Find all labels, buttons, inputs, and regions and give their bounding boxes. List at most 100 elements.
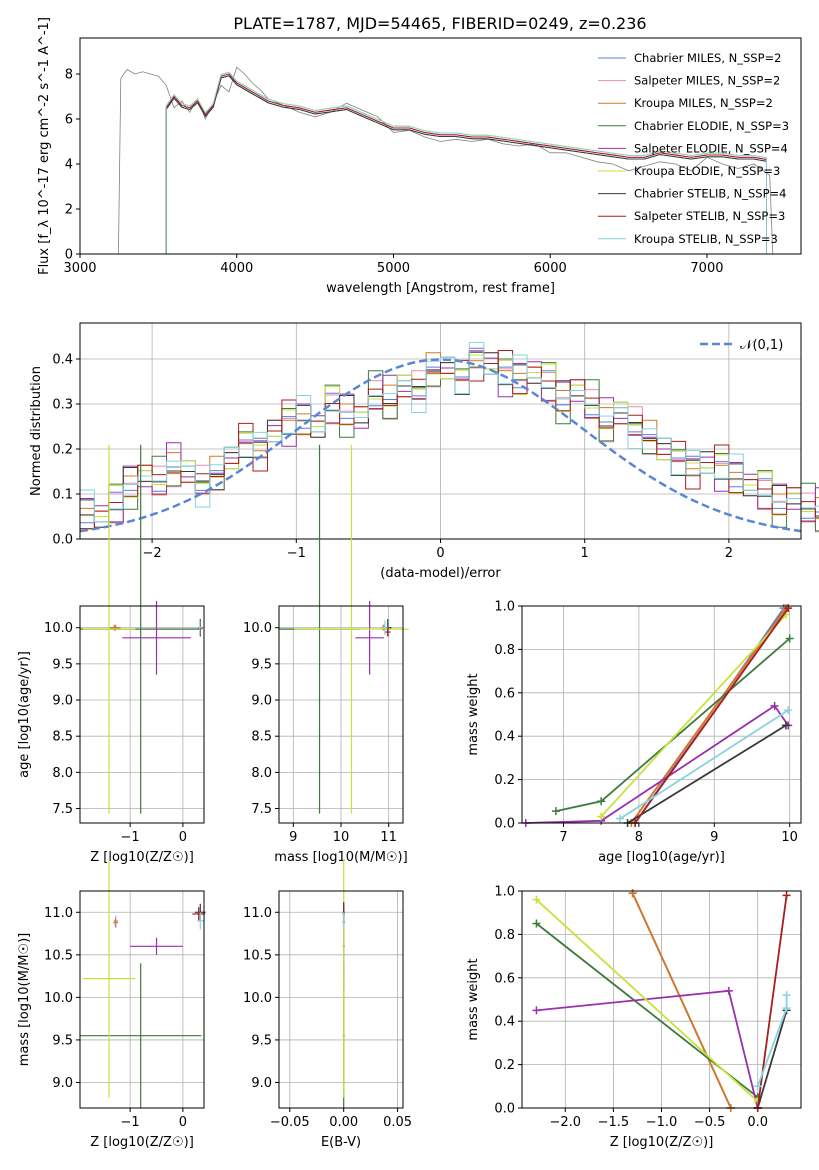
y-axis-label: Flux [f_λ 10^-17 erg cm^-2 s^-1 A^-1]: [37, 17, 52, 275]
legend-entry: Salpeter MILES, N_SSP=2: [634, 74, 780, 88]
normal-distribution-curve: [79, 358, 802, 533]
y-tick-label: 9.0: [251, 1076, 272, 1091]
mass-weight-marker: [753, 1082, 762, 1091]
y-tick-label: 4: [65, 158, 73, 173]
y-tick-label: 9.5: [251, 657, 272, 672]
mass-weight-marker: [532, 1006, 541, 1015]
x-tick-label: −2.0: [550, 1115, 582, 1130]
y-tick-label: 0.2: [494, 773, 515, 788]
x-tick-label: −1.5: [598, 1115, 630, 1130]
x-axis-label: Z [log10(Z/Z☉)]: [90, 850, 194, 865]
y-tick-label: 8.5: [52, 730, 73, 745]
mass-weight-marker: [770, 701, 779, 710]
y-tick-label: 10.5: [44, 948, 73, 963]
histogram-step-line: [80, 347, 819, 524]
x-axis-label: Z [log10(Z/Z☉)]: [610, 1135, 714, 1150]
legend-entry: Salpeter STELIB, N_SSP=3: [634, 209, 785, 223]
mass-weight-marker: [532, 895, 541, 904]
histogram-step-line: [80, 341, 819, 523]
histogram-step-line: [80, 352, 819, 533]
y-tick-label: 8: [65, 68, 73, 83]
mass-weight-marker: [724, 986, 733, 995]
model-spectrum-line: [165, 71, 767, 255]
mass-weight-line: [627, 724, 787, 824]
y-tick-label: 0.3: [52, 398, 73, 413]
y-tick-label: 0.6: [494, 686, 515, 701]
y-tick-label: 11.0: [44, 906, 73, 921]
mass-weight-line: [535, 899, 759, 1103]
x-tick-label: 8: [635, 830, 643, 845]
y-tick-label: 0.4: [52, 353, 73, 368]
y-tick-label: 10.0: [44, 991, 73, 1006]
x-tick-label: 9: [710, 830, 718, 845]
x-tick-label: −1: [121, 1115, 140, 1130]
axes-frame: [79, 890, 205, 1109]
axes-frame: [79, 605, 205, 824]
x-tick-label: 0.05: [383, 1115, 412, 1130]
mass-weight-marker: [551, 807, 560, 816]
y-tick-label: 0.8: [494, 928, 515, 943]
y-tick-label: 0.4: [494, 730, 515, 745]
legend-entry: Chabrier ELODIE, N_SSP=3: [634, 119, 789, 133]
mass-weight-line: [756, 1010, 788, 1109]
x-tick-label: 7000: [690, 261, 723, 276]
axes-frame: [79, 37, 802, 255]
x-tick-label: 0: [436, 546, 444, 561]
x-tick-label: 6000: [534, 261, 567, 276]
axes-frame: [521, 605, 802, 824]
x-tick-label: 10: [333, 830, 350, 845]
mass-weight-line: [619, 709, 789, 820]
legend-entry: 𝒩(0,1): [740, 338, 783, 353]
legend-entry: Chabrier STELIB, N_SSP=4: [634, 187, 786, 201]
y-tick-label: 6: [65, 113, 73, 128]
y-axis-label: mass weight: [466, 958, 481, 1040]
mass-weight-marker: [628, 889, 637, 898]
y-tick-label: 0.4: [494, 1015, 515, 1030]
mass-weight-marker: [781, 721, 790, 730]
mass-weight-marker: [782, 1004, 791, 1013]
y-tick-label: 8.5: [251, 730, 272, 745]
x-tick-label: −1.0: [646, 1115, 678, 1130]
legend-entry: Kroupa ELODIE, N_SSP=3: [634, 164, 780, 178]
y-tick-label: 10.0: [44, 621, 73, 636]
y-tick-label: 7.5: [251, 802, 272, 817]
x-tick-label: 11: [380, 830, 397, 845]
y-tick-label: 0.2: [494, 1058, 515, 1073]
x-axis-label: age [log10(age/yr)]: [598, 850, 725, 865]
mass-weight-marker: [782, 991, 791, 1000]
mass-weight-marker: [597, 797, 606, 806]
x-tick-label: 0.0: [747, 1115, 768, 1130]
y-tick-label: 0.1: [52, 488, 73, 503]
mass-weight-marker: [785, 634, 794, 643]
x-tick-label: 3000: [63, 261, 96, 276]
x-axis-label: mass [log10(M/M☉)]: [274, 850, 407, 865]
axes-frame: [521, 890, 802, 1109]
mass-weight-line: [634, 607, 789, 824]
y-tick-label: 8.0: [251, 766, 272, 781]
x-tick-label: 2: [725, 546, 733, 561]
x-axis-label: wavelength [Angstrom, rest frame]: [326, 281, 555, 296]
mass-weight-marker: [782, 891, 791, 900]
x-tick-label: 0: [179, 1115, 187, 1130]
legend-entry: Salpeter ELODIE, N_SSP=4: [634, 141, 788, 155]
x-tick-label: 5000: [377, 261, 410, 276]
y-tick-label: 9.5: [52, 657, 73, 672]
model-spectrum-line: [165, 75, 767, 255]
y-tick-label: 0: [65, 248, 73, 263]
y-tick-label: 7.5: [52, 802, 73, 817]
figure-title: PLATE=1787, MJD=54465, FIBERID=0249, z=0…: [233, 14, 646, 33]
y-tick-label: 9.0: [251, 694, 272, 709]
x-tick-label: 1: [581, 546, 589, 561]
y-tick-label: 0.0: [494, 817, 515, 832]
histogram-step-line: [80, 352, 819, 524]
histogram-step-line: [80, 349, 819, 530]
y-tick-label: 9.0: [52, 694, 73, 709]
y-tick-label: 8.0: [52, 766, 73, 781]
y-tick-label: 10.5: [243, 948, 272, 963]
y-tick-label: 10.0: [243, 991, 272, 1006]
legend-entry: Chabrier MILES, N_SSP=2: [634, 51, 781, 65]
mass-weight-line: [536, 989, 759, 1109]
y-tick-label: 9.5: [251, 1033, 272, 1048]
y-axis-label: age [log10(age/yr)]: [17, 651, 32, 778]
